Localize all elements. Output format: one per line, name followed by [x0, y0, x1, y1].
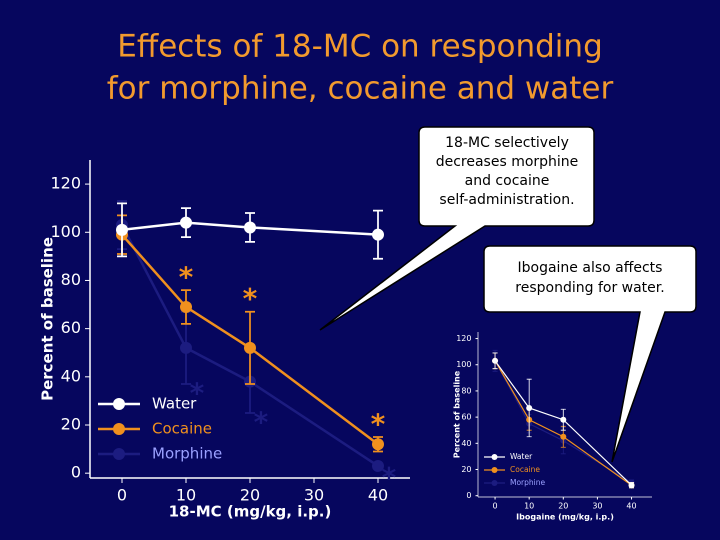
callout-text: 18-MC selectively decreases morphine and c…: [436, 135, 579, 208]
y-axis-label: Percent of baseline: [453, 370, 462, 458]
legend-marker: [113, 423, 125, 435]
y-tick-label: 120: [456, 334, 471, 343]
legend-label: Cocaine: [510, 465, 540, 474]
legend-label: Morphine: [510, 478, 545, 487]
point: [560, 416, 567, 423]
x-tick-label: 30: [304, 485, 324, 504]
point: [372, 228, 384, 241]
y-tick-label: 120: [50, 174, 81, 193]
legend-label: Water: [510, 452, 533, 461]
series-line: [494, 360, 632, 486]
significance-marker: *: [179, 260, 194, 293]
callout-text: Ibogaine also affects responding for wate…: [515, 260, 664, 296]
plot: 0 20 40 60 80 100 120 0 10 20 30 40 18-MC (mg/kg, i.…: [39, 160, 410, 521]
y-tick-label: 80: [61, 270, 81, 289]
x-tick-label: 10: [176, 485, 196, 504]
y-tick-label: 0: [71, 463, 81, 482]
y-tick-label: 100: [50, 222, 81, 241]
x-tick-label: 0: [117, 485, 127, 504]
series-line: [494, 360, 632, 486]
x-tick-label: 0: [493, 501, 498, 510]
x-tick-label: 30: [592, 501, 602, 510]
series-line: [121, 233, 379, 446]
legend-marker: [491, 454, 498, 460]
callout-bubble: [483, 245, 697, 463]
legend-label: Cocaine: [152, 420, 212, 438]
x-axis-label: Ibogaine (mg/kg, i.p.): [516, 513, 614, 522]
point: [244, 341, 256, 354]
plot: 0 20 40 60 80 100 120 0 10 20 30 40 Ibogaine (mg/kg,…: [453, 332, 652, 522]
y-axis-label: Percent of baseline: [39, 237, 57, 401]
title-line: Effects of 18-MC on responding: [117, 29, 603, 65]
point: [180, 341, 192, 354]
y-tick-label: 0: [466, 491, 471, 500]
x-tick-label: 40: [626, 501, 636, 510]
x-tick-label: 40: [368, 485, 388, 504]
significance-marker: *: [382, 461, 397, 494]
x-axis-label: 18-MC (mg/kg, i.p.): [169, 503, 332, 521]
y-tick-label: 60: [61, 318, 81, 337]
significance-marker: *: [190, 376, 205, 409]
y-tick-label: 60: [461, 413, 471, 422]
point: [180, 216, 192, 229]
point: [180, 300, 192, 313]
legend-marker: [491, 480, 498, 486]
point: [244, 221, 256, 234]
y-tick-label: 80: [461, 386, 471, 395]
legend-label: Morphine: [152, 445, 222, 463]
point: [560, 433, 567, 440]
point: [492, 357, 499, 364]
legend-marker: [113, 398, 125, 410]
significance-marker: *: [371, 407, 386, 440]
title-line: for morphine, cocaine and water: [107, 71, 614, 107]
point: [526, 404, 533, 411]
legend-marker: [113, 448, 125, 460]
legend-label: Water: [152, 395, 197, 413]
point: [628, 482, 635, 489]
point: [372, 459, 384, 472]
callout-bubble: [319, 126, 595, 331]
point: [372, 438, 384, 451]
significance-marker: *: [243, 282, 258, 315]
point: [116, 223, 128, 236]
x-tick-label: 20: [240, 485, 260, 504]
series-line: [120, 224, 379, 467]
series-line: [121, 221, 379, 236]
y-tick-label: 40: [61, 366, 81, 385]
y-tick-label: 20: [461, 465, 471, 474]
y-tick-label: 40: [461, 439, 471, 448]
x-tick-label: 20: [558, 501, 568, 510]
y-tick-label: 100: [456, 360, 471, 369]
significance-marker: *: [254, 405, 269, 438]
legend-marker: [491, 467, 498, 473]
y-tick-label: 20: [61, 415, 81, 434]
x-tick-label: 10: [524, 501, 534, 510]
